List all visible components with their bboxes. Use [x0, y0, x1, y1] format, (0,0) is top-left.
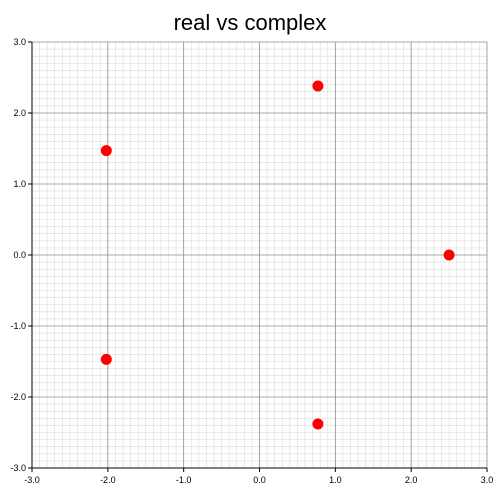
y-tick-label: 1.0: [13, 179, 26, 189]
y-tick-label: -2.0: [10, 392, 26, 402]
data-point: [101, 354, 112, 365]
x-tick-label: -3.0: [24, 475, 40, 485]
x-tick-label: -1.0: [176, 475, 192, 485]
data-point: [444, 250, 455, 261]
axes: [28, 42, 487, 472]
y-tick-label: 0.0: [13, 250, 26, 260]
data-point: [312, 81, 323, 92]
y-tick-label: -3.0: [10, 463, 26, 473]
x-tick-label: 0.0: [253, 475, 266, 485]
y-tick-label: 3.0: [13, 37, 26, 47]
x-tick-label: 1.0: [329, 475, 342, 485]
x-tick-label: 3.0: [481, 475, 494, 485]
data-point: [101, 145, 112, 156]
x-tick-label: -2.0: [100, 475, 116, 485]
x-tick-label: 2.0: [405, 475, 418, 485]
y-tick-label: -1.0: [10, 321, 26, 331]
data-point: [312, 418, 323, 429]
y-tick-label: 2.0: [13, 108, 26, 118]
